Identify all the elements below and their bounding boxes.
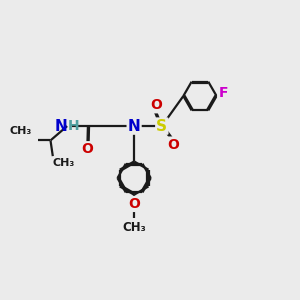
Text: O: O <box>128 197 140 211</box>
Text: O: O <box>82 142 93 156</box>
Text: S: S <box>156 118 167 134</box>
Text: N: N <box>128 118 140 134</box>
Text: CH₃: CH₃ <box>122 221 146 234</box>
Text: O: O <box>167 138 179 152</box>
Text: N: N <box>54 118 67 134</box>
Text: O: O <box>150 98 162 112</box>
Text: H: H <box>68 119 79 133</box>
Text: F: F <box>218 85 228 100</box>
Text: CH₃: CH₃ <box>53 158 75 168</box>
Text: CH₃: CH₃ <box>10 126 32 136</box>
